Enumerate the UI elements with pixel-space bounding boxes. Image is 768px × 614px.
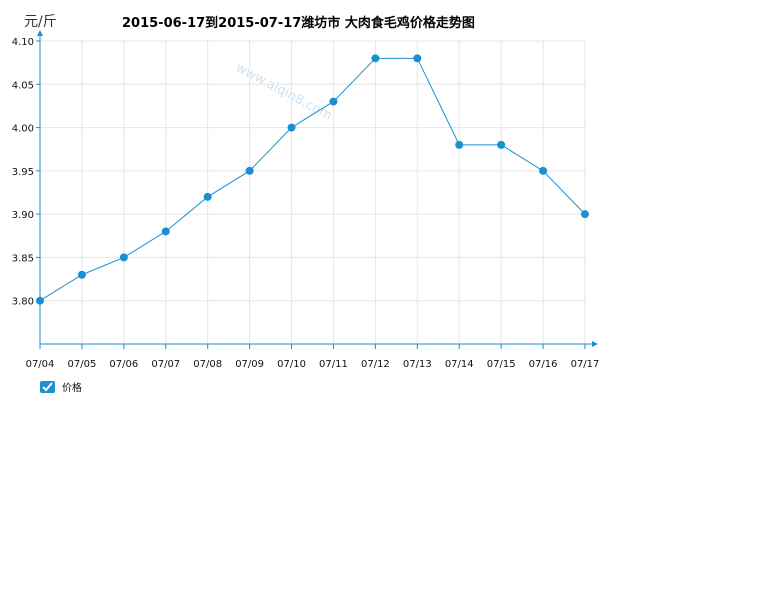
y-tick-label: 4.10: [12, 37, 34, 48]
legend-label: 价格: [62, 381, 82, 394]
data-point[interactable]: [245, 166, 254, 175]
data-point[interactable]: [77, 270, 86, 279]
x-tick-label: 07/11: [319, 359, 348, 370]
axes: [36, 30, 598, 349]
y-tick-label: 3.90: [12, 210, 34, 221]
legend[interactable]: 价格: [40, 381, 82, 394]
data-point[interactable]: [36, 296, 44, 305]
y-tick-label: 4.05: [12, 80, 34, 91]
x-tick-label: 07/16: [529, 359, 558, 370]
data-point[interactable]: [119, 253, 128, 262]
check-icon: [42, 382, 53, 392]
data-point[interactable]: [161, 227, 170, 236]
x-tick-label: 07/17: [571, 359, 600, 370]
x-tick-label: 07/05: [68, 359, 97, 370]
x-tick-label: 07/15: [487, 359, 516, 370]
y-tick-label: 4.00: [12, 124, 34, 135]
grid-lines: [39, 40, 586, 344]
chart-title: 2015-06-17到2015-07-17潍坊市 大肉食毛鸡价格走势图: [122, 15, 475, 31]
data-point[interactable]: [581, 210, 589, 219]
data-point[interactable]: [371, 54, 380, 63]
data-point[interactable]: [203, 192, 212, 201]
data-point[interactable]: [413, 54, 422, 63]
x-tick-label: 07/12: [361, 359, 390, 370]
x-tick-label: 07/08: [193, 359, 222, 370]
y-tick-label: 3.85: [12, 253, 34, 264]
x-axis-arrow-icon: [592, 341, 598, 347]
data-point[interactable]: [329, 97, 338, 106]
series-line: [39, 57, 586, 302]
y-tick-labels: 3.80 3.85 3.90 3.95 4.00 4.05 4.10: [12, 37, 34, 308]
y-axis-unit: 元/斤: [24, 14, 57, 30]
x-tick-label: 07/06: [109, 359, 138, 370]
y-tick-label: 3.95: [12, 167, 34, 178]
series-price: [36, 54, 589, 305]
data-point[interactable]: [455, 140, 464, 149]
data-point[interactable]: [287, 123, 296, 132]
data-point[interactable]: [539, 166, 548, 175]
x-tick-labels: 07/04 07/05 07/06 07/07 07/08 07/09 07/10 07/11…: [26, 359, 600, 370]
x-tick-label: 07/13: [403, 359, 432, 370]
watermark: www.aiqin8.com: [233, 60, 334, 123]
y-axis-arrow-icon: [37, 30, 43, 36]
x-tick-label: 07/07: [151, 359, 180, 370]
watermark-text: www.aiqin8.com: [233, 60, 334, 123]
x-tick-label: 07/04: [26, 359, 55, 370]
x-tick-label: 07/09: [235, 359, 264, 370]
data-point[interactable]: [497, 140, 506, 149]
x-tick-label: 07/14: [445, 359, 474, 370]
y-tick-label: 3.80: [12, 297, 34, 308]
x-tick-label: 07/10: [277, 359, 306, 370]
